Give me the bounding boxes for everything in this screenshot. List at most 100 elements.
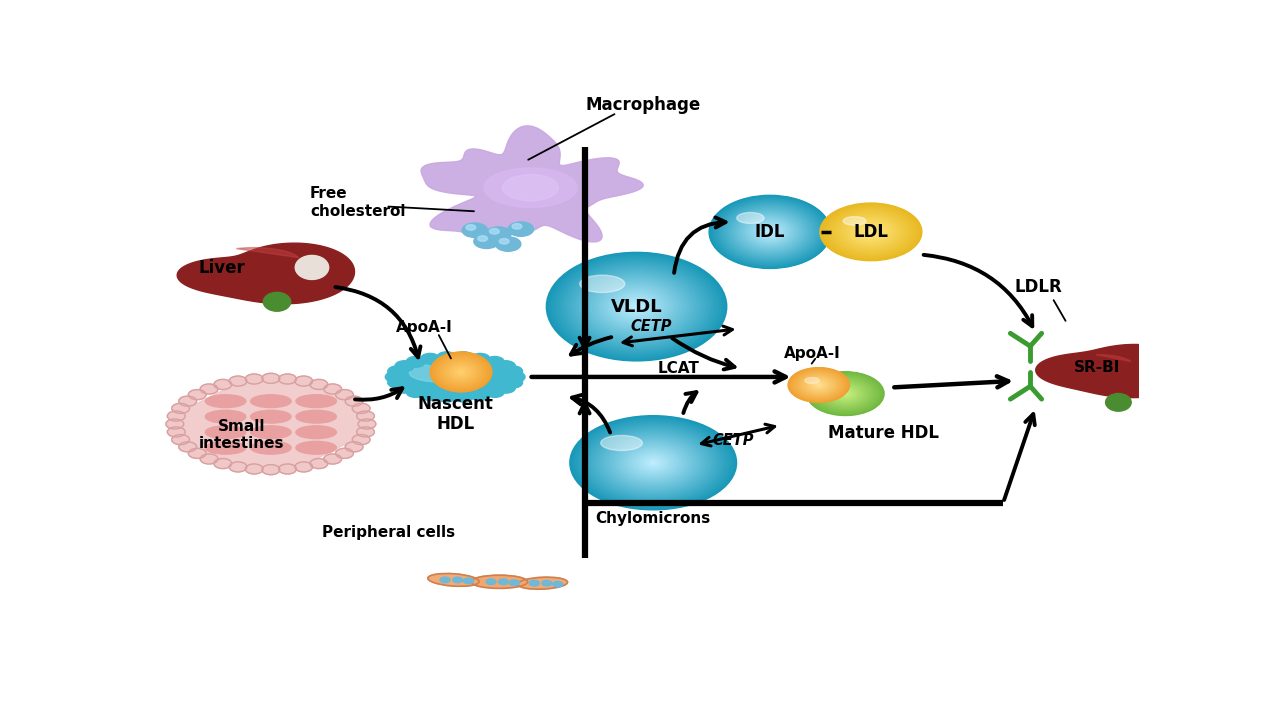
Ellipse shape: [797, 372, 841, 398]
Ellipse shape: [865, 229, 875, 235]
Ellipse shape: [820, 380, 870, 408]
Ellipse shape: [863, 227, 879, 237]
Circle shape: [167, 427, 185, 437]
Ellipse shape: [587, 425, 720, 500]
Circle shape: [466, 225, 476, 230]
Ellipse shape: [846, 218, 896, 246]
Polygon shape: [1095, 354, 1131, 362]
Ellipse shape: [829, 384, 863, 403]
Ellipse shape: [860, 226, 882, 238]
Ellipse shape: [749, 219, 791, 244]
Ellipse shape: [619, 296, 654, 318]
Circle shape: [166, 419, 183, 429]
Circle shape: [188, 449, 206, 459]
Ellipse shape: [483, 168, 577, 207]
Circle shape: [512, 224, 522, 229]
Text: ApoA-I: ApoA-I: [396, 320, 453, 334]
Circle shape: [178, 396, 196, 406]
Ellipse shape: [605, 435, 702, 490]
Ellipse shape: [762, 227, 778, 237]
Ellipse shape: [858, 225, 883, 239]
Ellipse shape: [841, 215, 901, 249]
Ellipse shape: [834, 211, 908, 253]
Ellipse shape: [616, 441, 691, 484]
Circle shape: [335, 449, 353, 459]
Ellipse shape: [722, 203, 817, 260]
Ellipse shape: [839, 390, 851, 398]
Ellipse shape: [868, 230, 874, 234]
Ellipse shape: [586, 424, 721, 501]
Ellipse shape: [452, 366, 471, 378]
Ellipse shape: [455, 368, 467, 375]
Ellipse shape: [710, 196, 831, 268]
Ellipse shape: [643, 457, 664, 469]
Ellipse shape: [563, 262, 710, 351]
Circle shape: [188, 390, 206, 400]
Ellipse shape: [444, 361, 478, 383]
Ellipse shape: [805, 377, 832, 393]
Ellipse shape: [868, 231, 873, 234]
Ellipse shape: [811, 380, 827, 390]
Ellipse shape: [810, 380, 829, 390]
Ellipse shape: [454, 367, 468, 376]
Ellipse shape: [839, 214, 903, 250]
Ellipse shape: [837, 389, 854, 398]
Ellipse shape: [579, 275, 625, 293]
Ellipse shape: [845, 217, 897, 247]
Ellipse shape: [435, 355, 487, 389]
Ellipse shape: [582, 423, 724, 503]
Ellipse shape: [434, 354, 488, 389]
Ellipse shape: [597, 283, 676, 330]
Ellipse shape: [440, 358, 482, 385]
Ellipse shape: [803, 376, 834, 394]
Ellipse shape: [622, 446, 684, 480]
Ellipse shape: [788, 368, 849, 402]
Ellipse shape: [812, 375, 879, 413]
Ellipse shape: [811, 375, 879, 413]
Circle shape: [453, 577, 463, 582]
Ellipse shape: [719, 201, 821, 263]
Ellipse shape: [798, 373, 839, 397]
Ellipse shape: [565, 264, 707, 349]
Ellipse shape: [447, 363, 474, 381]
Ellipse shape: [735, 211, 805, 252]
Ellipse shape: [644, 457, 663, 468]
Ellipse shape: [450, 365, 472, 379]
Ellipse shape: [502, 175, 558, 201]
Ellipse shape: [578, 271, 696, 342]
Circle shape: [345, 396, 363, 406]
Ellipse shape: [602, 434, 705, 492]
Ellipse shape: [205, 395, 245, 408]
Ellipse shape: [611, 439, 694, 486]
Ellipse shape: [740, 214, 801, 250]
Ellipse shape: [841, 391, 850, 396]
Text: Chylomicrons: Chylomicrons: [596, 510, 711, 526]
Ellipse shape: [593, 429, 713, 497]
Ellipse shape: [582, 274, 691, 339]
Ellipse shape: [745, 216, 796, 247]
Ellipse shape: [721, 203, 818, 261]
Ellipse shape: [830, 385, 861, 403]
Ellipse shape: [835, 211, 907, 252]
Text: ApoA-I: ApoA-I: [783, 346, 840, 361]
Ellipse shape: [794, 372, 842, 398]
Circle shape: [440, 577, 450, 582]
Circle shape: [553, 581, 563, 587]
Ellipse shape: [793, 371, 844, 399]
Ellipse shape: [816, 377, 875, 411]
Ellipse shape: [447, 362, 476, 381]
Circle shape: [471, 390, 490, 400]
Ellipse shape: [651, 462, 654, 464]
Ellipse shape: [250, 426, 291, 439]
Ellipse shape: [638, 454, 668, 472]
Circle shape: [278, 374, 296, 384]
Ellipse shape: [596, 431, 710, 495]
Ellipse shape: [821, 380, 869, 407]
Ellipse shape: [554, 257, 720, 357]
Ellipse shape: [562, 262, 712, 352]
Ellipse shape: [835, 211, 907, 252]
Polygon shape: [237, 247, 299, 257]
Ellipse shape: [717, 200, 822, 264]
Polygon shape: [177, 243, 354, 303]
Text: Small
intestines: Small intestines: [199, 419, 285, 452]
